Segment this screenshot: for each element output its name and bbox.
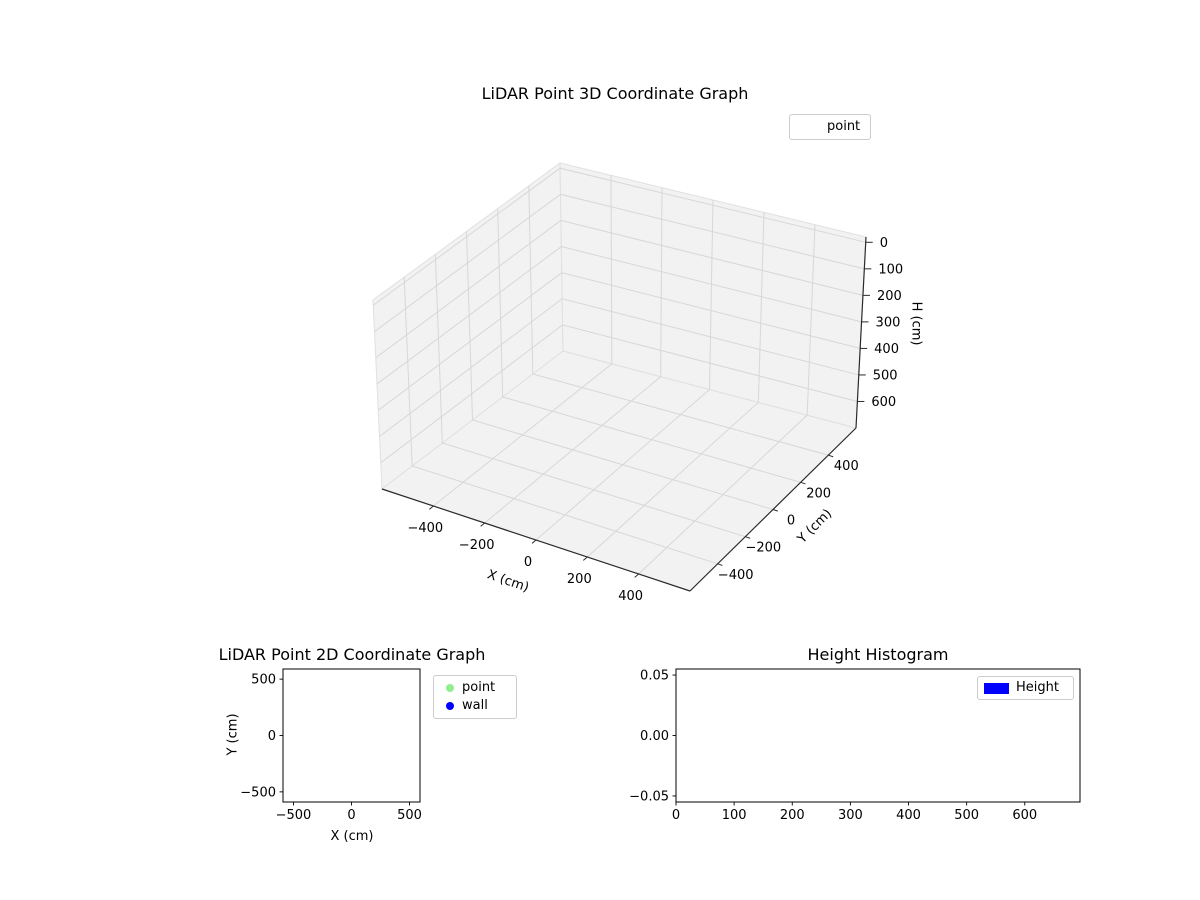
axis-line — [583, 556, 588, 561]
axes-3d: −400−2000200400−400−20002004000100200300… — [372, 162, 903, 604]
axes-scatter2d: −500 0 500 −500 0 500 — [240, 668, 422, 823]
histogram-title: Height Histogram — [807, 645, 949, 664]
axis-line — [480, 522, 485, 527]
y-tick-label: −400 — [718, 568, 754, 583]
axis-line — [828, 454, 834, 458]
axis-line — [429, 505, 434, 510]
z-tick-label: 200 — [877, 289, 902, 304]
plot2d-xlabel: X (cm) — [330, 829, 374, 844]
plot3d-legend: point — [789, 114, 871, 140]
z-tick-label: 400 — [874, 342, 899, 357]
axis-line — [772, 509, 778, 512]
y-tick-label: 500 — [251, 673, 276, 688]
y-tick-label: 0.00 — [640, 729, 669, 744]
y-tick-label: 400 — [834, 459, 859, 474]
plot2d-ylabel: Y (cm) — [225, 713, 241, 756]
legend-label-height: Height — [1016, 680, 1059, 695]
scatter2d-frame — [282, 668, 421, 803]
gridline — [374, 193, 865, 332]
plot2d-legend: point wall — [433, 675, 517, 719]
axes-histogram: 0 100 200 300 400 500 600 −0.05 0.00 0.05 — [629, 668, 1081, 823]
gridline — [403, 277, 718, 565]
gridline — [379, 298, 859, 437]
wall-marker-icon — [446, 702, 454, 710]
axis-line — [634, 573, 639, 578]
gridline — [377, 272, 861, 411]
x-tick-label: −400 — [407, 521, 443, 536]
axis-line — [531, 539, 537, 544]
axis-line — [717, 563, 723, 566]
z-tick-label: 600 — [871, 395, 896, 410]
z-tick-label: 0 — [880, 236, 888, 251]
gridline — [497, 208, 801, 483]
z-tick-label: 500 — [873, 368, 898, 383]
y-tick-label: 0.05 — [640, 669, 669, 684]
legend-entry-point: point — [434, 679, 516, 697]
x-tick-label: 400 — [618, 589, 643, 604]
legend-entry-height: Height — [978, 680, 1059, 696]
y-tick-label: 200 — [806, 486, 831, 501]
z-tick-label: 100 — [878, 262, 903, 277]
gridline — [466, 231, 774, 510]
y-tick-label: −0.05 — [629, 789, 669, 804]
legend-label-point-3d: point — [827, 119, 861, 134]
x-tick-label: 500 — [954, 808, 979, 823]
gridline — [372, 167, 866, 306]
axis-line — [745, 536, 751, 539]
axis-line — [800, 481, 806, 485]
legend-label-wall: wall — [462, 698, 488, 713]
gridline — [528, 185, 829, 456]
gridline — [375, 219, 864, 359]
plot3d-title: LiDAR Point 3D Coordinate Graph — [481, 84, 749, 103]
x-tick-label: 500 — [397, 808, 422, 823]
legend-entry-wall: wall — [434, 697, 516, 715]
x-tick-label: −200 — [459, 538, 495, 553]
gridline — [376, 246, 862, 385]
legend-label-point: point — [462, 680, 496, 695]
gridline — [380, 324, 858, 464]
x-tick-label: 600 — [1012, 808, 1037, 823]
y-tick-label: −200 — [745, 541, 781, 556]
point-marker-icon — [446, 684, 454, 692]
plot3d-zlabel: H (cm) — [908, 301, 924, 346]
y-tick-label: 0 — [787, 514, 795, 529]
x-tick-label: −500 — [276, 808, 312, 823]
x-tick-label: 300 — [838, 808, 863, 823]
y-tick-label: 0 — [268, 729, 276, 744]
gridline — [434, 254, 746, 538]
x-tick-label: 0 — [524, 555, 532, 570]
legend-entry-point-3d: point — [790, 115, 870, 139]
histogram-legend: Height — [977, 676, 1074, 700]
x-tick-label: 200 — [567, 572, 592, 587]
x-tick-label: 200 — [780, 808, 805, 823]
x-tick-label: 400 — [896, 808, 921, 823]
x-tick-label: 0 — [347, 808, 355, 823]
plot2d-title: LiDAR Point 2D Coordinate Graph — [218, 645, 486, 664]
x-tick-label: 100 — [722, 808, 747, 823]
y-tick-label: −500 — [240, 785, 276, 800]
z-tick-label: 300 — [876, 315, 901, 330]
height-swatch-icon — [984, 682, 1009, 694]
x-tick-label: 0 — [672, 808, 680, 823]
